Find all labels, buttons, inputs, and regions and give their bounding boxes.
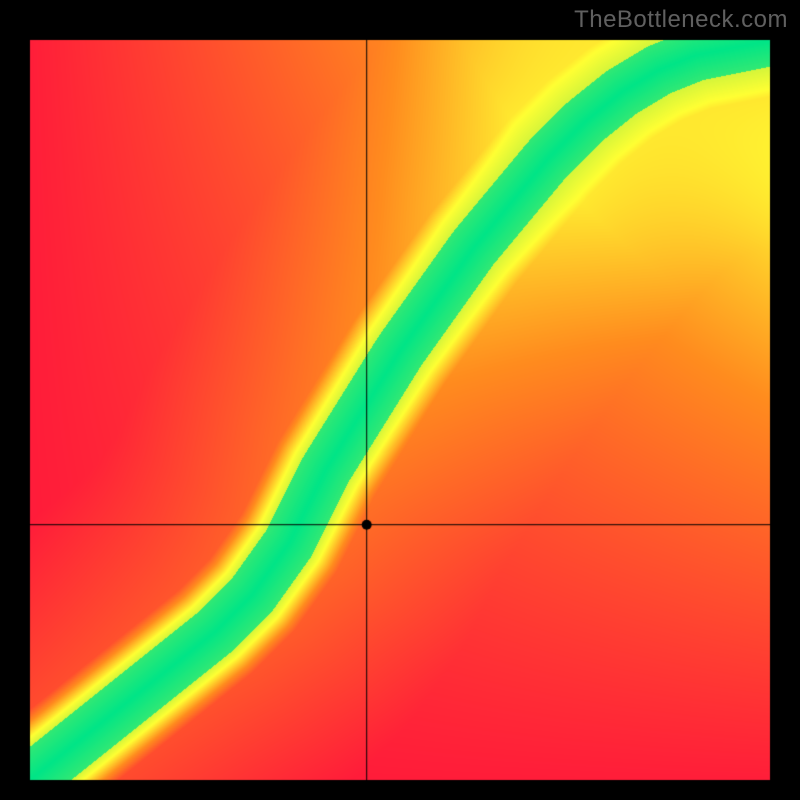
heatmap-canvas	[0, 0, 800, 800]
chart-container: TheBottleneck.com	[0, 0, 800, 800]
watermark-text: TheBottleneck.com	[574, 6, 788, 34]
